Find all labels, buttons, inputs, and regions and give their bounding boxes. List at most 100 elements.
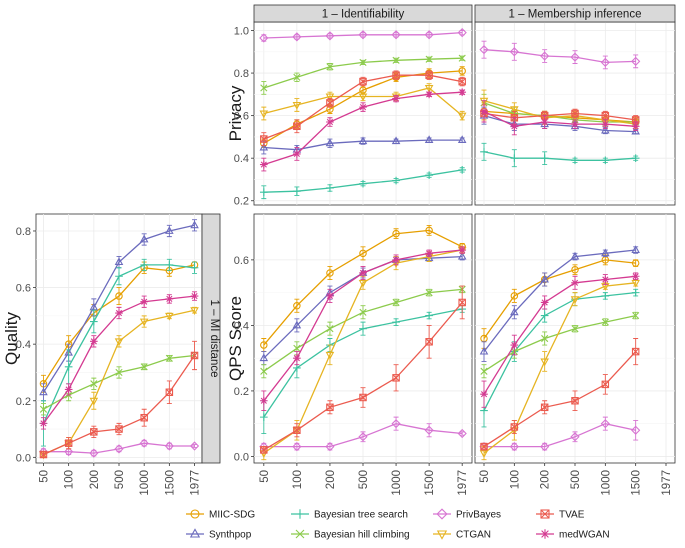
error-bar [327,265,333,280]
data-point [358,279,368,288]
axis-title-quality: Quality [2,312,21,365]
series-line [483,351,637,448]
error-bar [633,419,639,441]
series-medwgan [259,88,467,172]
data-point [39,450,48,459]
data-point [39,387,48,396]
legend-key-marker [189,528,201,538]
series-tvae [260,285,466,454]
series-line [483,110,636,127]
series-line [483,151,636,161]
data-point [259,353,269,362]
data-point [292,102,302,110]
data-point [89,397,99,406]
error-bar [327,344,333,366]
series-line [484,423,636,448]
data-point [89,448,99,458]
data-point [571,120,579,128]
data-point [358,432,368,442]
data-point [510,106,519,115]
data-point [510,122,519,131]
legend-item-ctgan: CTGAN [433,530,491,541]
strip-mi-distance: 1 – MI distance [208,300,220,378]
x-tick-label: 200 [325,470,337,489]
data-point [392,256,400,264]
data-point [326,269,334,277]
x-tick-label: 1000 [600,470,612,496]
data-point [140,363,148,371]
series-line [483,49,636,64]
error-bar [360,246,366,261]
x-tick-label: 100 [64,470,76,489]
error-bar [91,391,97,410]
series-line [483,275,636,395]
data-point [540,118,549,126]
data-point [601,156,610,165]
data-point [425,55,433,63]
legend-label: TVAE [559,510,585,521]
series-line [483,100,636,125]
x-tick-label: 100 [292,470,304,489]
data-point [392,229,400,238]
x-tick-label: 200 [89,470,101,489]
data-point [359,103,367,111]
data-point [358,30,368,40]
series-medwgan [259,246,467,412]
data-point [292,32,302,42]
data-point [424,135,434,144]
data-point [392,298,400,307]
legend-label: PrivBayes [456,510,501,521]
data-point [601,248,610,257]
data-point [293,150,301,158]
data-point [540,51,550,61]
data-point [601,275,610,284]
x-tick-label: 1977 [190,470,202,496]
series-privbayes [259,28,467,43]
data-point [164,441,174,451]
data-point [326,63,334,71]
data-point [631,154,640,163]
series-line [483,249,636,352]
data-point [293,344,301,352]
data-point [293,187,301,196]
data-point [570,432,580,442]
y-tick-label: 0.8 [234,68,249,80]
data-point [510,341,519,349]
data-point [601,292,610,300]
series-bayesian-tree-search [480,142,640,168]
data-point [600,419,610,429]
data-point [425,249,433,258]
strip-identifiability: 1 – Identifiability [322,9,405,21]
series-line [483,282,636,454]
data-point [540,311,549,320]
data-point [458,77,466,86]
data-point [510,307,519,316]
data-point [325,93,335,102]
series-privbayes [479,40,641,70]
legend-label: medWGAN [559,530,610,541]
data-point [39,419,48,428]
data-point [358,93,368,102]
data-point [165,226,174,234]
data-point [480,367,488,375]
data-point [260,84,268,92]
x-tick-label: 500 [358,470,370,489]
data-point [259,33,269,43]
data-point [540,154,549,163]
data-point [293,426,301,434]
series-medwgan [480,100,640,136]
legend-label: MIIC-SDG [209,510,255,521]
error-bar [511,288,517,303]
data-point [458,54,466,62]
series-bayesian-tree-search [259,166,467,200]
data-point [601,380,610,389]
y-tick-label: 0.4 [234,320,249,332]
series-line [483,291,636,411]
data-point [359,269,367,277]
data-point [114,257,124,266]
data-point [292,320,302,329]
data-point [260,341,268,349]
error-bar [511,42,517,61]
data-point [540,442,550,452]
data-point [571,396,579,405]
